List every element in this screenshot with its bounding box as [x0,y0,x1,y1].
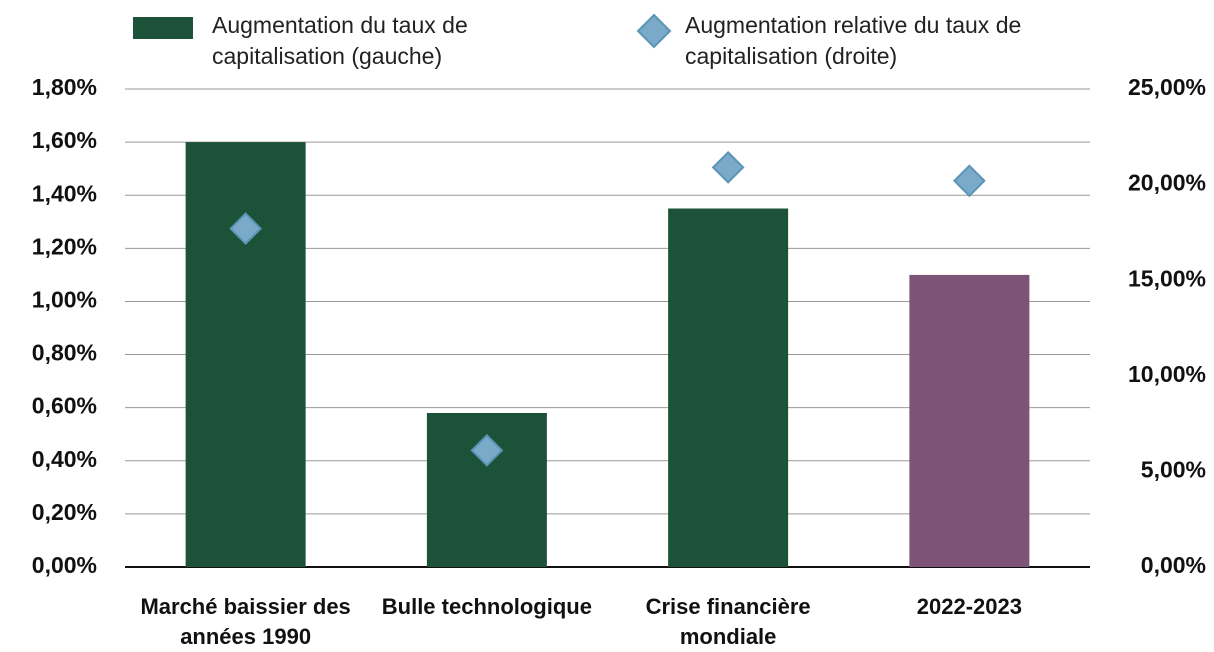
legend-swatch [133,17,193,39]
marker [229,212,263,245]
legend-label: Augmentation relative du taux de capital… [685,12,1022,69]
x-tick-label: 2022-2023 [916,594,1022,619]
x-tick-label: Marché baissier des années 1990 [140,594,351,649]
y-tick-label: 0,60% [32,393,97,419]
bar [668,208,789,567]
y-tick-label: 1,60% [32,127,97,153]
marker [470,433,504,467]
x-tick-label: Crise financière mondiale [645,594,811,649]
y2-tick-label: 5,00% [1141,456,1206,482]
y-tick-label: 1,40% [32,180,97,206]
bar [185,142,306,567]
y-tick-label: 0,20% [32,499,97,525]
y2-tick-label: 25,00% [1128,74,1206,100]
y-tick-label: 0,80% [32,340,97,366]
y-tick-label: 0,40% [32,446,97,472]
y-tick-label: 0,00% [32,552,97,578]
y-tick-label: 1,80% [32,74,97,100]
x-tick-label: Bulle technologique [381,594,592,619]
y2-tick-label: 15,00% [1128,265,1206,291]
y-tick-label: 1,20% [32,233,97,259]
y2-tick-label: 0,00% [1141,552,1206,578]
bar [909,274,1030,567]
y2-tick-label: 20,00% [1128,170,1206,196]
marker [952,164,986,198]
y2-tick-label: 10,00% [1128,361,1206,387]
marker [711,150,745,184]
legend-label: Augmentation du taux de capitalisation (… [212,12,468,69]
y-tick-label: 1,00% [32,287,97,313]
legend-swatch [636,13,672,49]
